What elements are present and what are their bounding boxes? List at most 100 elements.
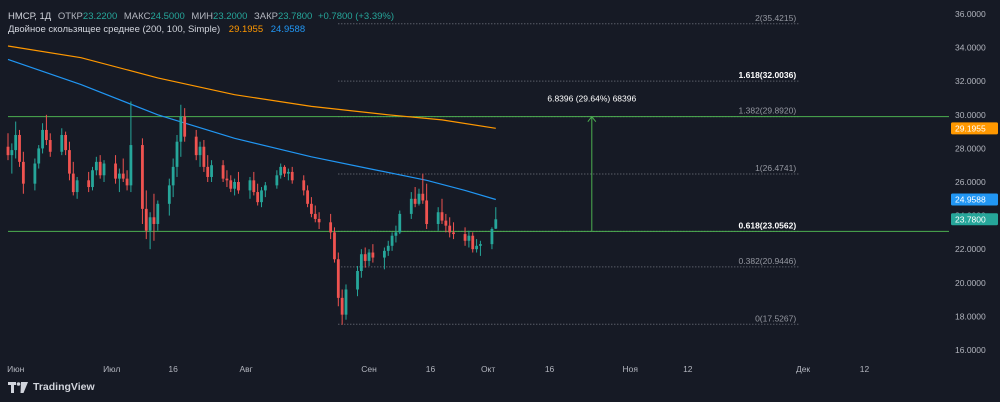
candle-body <box>206 166 210 177</box>
price-tick-label: 36.0000 <box>955 9 986 19</box>
candle-body <box>386 245 390 251</box>
low-value: 23.2000 <box>213 11 248 22</box>
candle-body <box>444 220 448 226</box>
candle-body <box>471 235 475 250</box>
candle-body <box>45 129 48 141</box>
candle-body <box>279 166 283 176</box>
candle-body <box>114 163 117 179</box>
open-value: 23.2200 <box>82 11 118 22</box>
candle-body <box>413 198 417 204</box>
candle-body <box>156 203 160 224</box>
candle-body <box>91 170 94 188</box>
measure-label: 6.8396 (29.64%) 68396 <box>547 94 636 104</box>
time-tick-label: 16 <box>426 364 436 374</box>
candle-body <box>302 180 306 191</box>
candle-body <box>248 180 252 191</box>
candle-body <box>37 148 41 164</box>
fib-level-label: 1(26.4741) <box>755 163 796 173</box>
price-tag <box>951 213 998 226</box>
high-value: 24.5000 <box>150 11 185 22</box>
ma200-line <box>7 45 496 129</box>
tradingview-logo[interactable]: TradingView <box>8 381 95 393</box>
fib-level-label: 0.382(20.9446) <box>739 256 797 266</box>
candle-body <box>463 234 467 241</box>
high-label: МАКС <box>123 11 151 22</box>
candle-body <box>210 165 213 177</box>
fib-level-label: 1.618(32.0036) <box>739 70 797 80</box>
candle-body <box>494 219 498 229</box>
candle-body <box>179 116 183 142</box>
candle-body <box>417 193 421 204</box>
candle-body <box>94 161 98 171</box>
candle-body <box>229 180 233 189</box>
candle-body <box>225 178 229 181</box>
tradingview-logo-icon <box>8 381 28 393</box>
candle-body <box>490 229 494 245</box>
candle-body <box>64 134 68 151</box>
candle-body <box>336 259 340 298</box>
time-tick-label: 16 <box>545 364 555 374</box>
price-tick-label: 26.0000 <box>955 177 986 187</box>
low-label: МИН <box>191 11 214 22</box>
candle-body <box>237 182 240 191</box>
price-tick-label: 28.0000 <box>955 143 986 153</box>
candle-body <box>121 173 125 179</box>
candle-body <box>398 213 402 233</box>
candle-body <box>421 193 425 201</box>
candle-body <box>141 145 144 209</box>
time-tick-label: Июн <box>7 364 24 374</box>
indicator-value-ma200: 29.1955 <box>228 24 264 35</box>
price-tag <box>951 122 998 135</box>
candle-body <box>98 161 102 176</box>
candle-body <box>475 245 478 250</box>
candle-body <box>175 141 179 167</box>
candle-body <box>344 289 348 315</box>
time-tick-label: Сен <box>361 364 377 374</box>
price-tag-label: 29.1955 <box>955 123 986 133</box>
candle-body <box>383 250 386 258</box>
time-tick-label: Авг <box>239 364 252 374</box>
tradingview-logo-text: TradingView <box>33 381 95 393</box>
price-tag-label: 24.9588 <box>955 194 986 204</box>
price-tag-label: 23.7800 <box>955 214 986 224</box>
candle-body <box>436 212 440 224</box>
candle-body <box>290 171 294 181</box>
candle-body <box>75 180 79 193</box>
horizontal-lines[interactable] <box>8 116 949 232</box>
candle-body <box>286 171 290 174</box>
price-tick-label: 20.0000 <box>955 278 986 288</box>
time-axis[interactable]: Июн Июл 16 Авг Сен 16 Окт 16 Ноя 12 Дек 12 <box>7 364 869 374</box>
candle-body <box>144 208 148 231</box>
price-range-measure[interactable]: 6.8396 (29.64%) 68396 <box>547 94 636 232</box>
candle-body <box>367 252 371 261</box>
ma100-line <box>7 58 496 201</box>
candle-body <box>221 165 225 179</box>
indicator-legend[interactable]: Двойное скользящее среднее (200, 100, Si… <box>8 23 394 36</box>
candle-body <box>10 150 14 156</box>
price-tick-label: 16.0000 <box>955 345 986 355</box>
candle-body <box>371 252 375 258</box>
moving-averages <box>7 45 496 201</box>
time-tick-label: Ноя <box>622 364 638 374</box>
fib-level-label: 0(17.5267) <box>755 313 796 323</box>
candle-body <box>41 129 44 149</box>
candle-body <box>87 180 91 188</box>
time-tick-label: 16 <box>168 364 178 374</box>
candle-body <box>256 192 260 203</box>
candle-body <box>425 200 429 224</box>
close-label: ЗАКР <box>254 11 278 22</box>
candle-body <box>183 116 187 137</box>
time-tick-label: 12 <box>860 364 870 374</box>
candle-body <box>21 161 25 184</box>
open-label: ОТКР <box>57 11 83 22</box>
candle-body <box>448 225 452 233</box>
candle-body <box>194 136 198 156</box>
candle-body <box>359 254 363 271</box>
candle-body <box>440 212 444 221</box>
candle-body <box>260 190 263 203</box>
candle-body <box>18 134 21 162</box>
fibonacci-extension[interactable]: 2(35.4215) 1.618(32.0036) 1.382(29.8920) 1(… <box>338 13 800 325</box>
symbol-label[interactable]: НМСР, 1Д <box>8 11 52 22</box>
